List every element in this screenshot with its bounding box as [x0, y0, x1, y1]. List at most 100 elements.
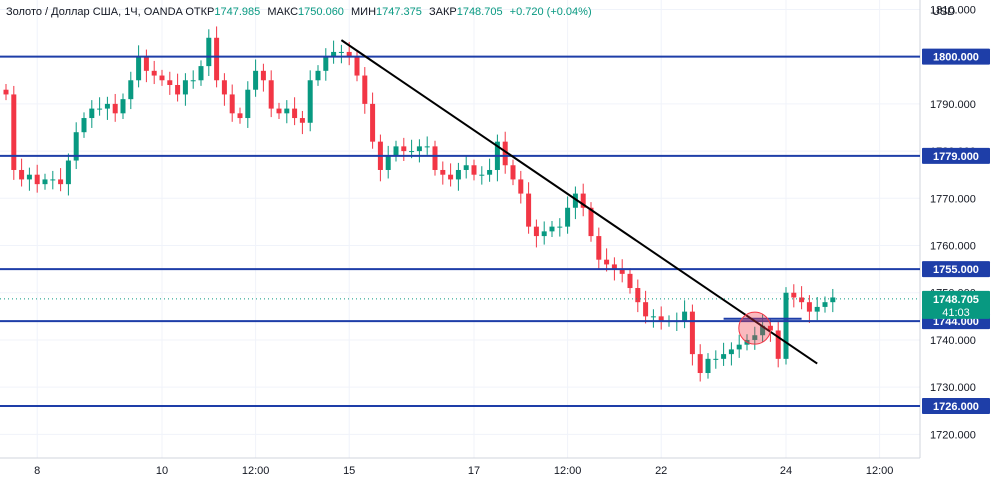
candle-body: [19, 169, 25, 180]
current-price-tag: [922, 290, 990, 319]
candle-body: [299, 118, 305, 123]
candle: [502, 131, 508, 174]
y-tick-label: 1790.000: [930, 99, 976, 111]
candle-body: [151, 70, 157, 76]
candle: [791, 284, 797, 308]
candle: [822, 296, 828, 313]
candle-body: [806, 302, 812, 312]
candle-body: [572, 193, 578, 208]
candle: [385, 145, 391, 179]
candle: [580, 183, 586, 217]
candle: [159, 69, 165, 86]
candle-body: [89, 108, 95, 119]
candle: [370, 92, 376, 149]
symbol-name[interactable]: Золото / Доллар США, 1Ч, OANDA: [6, 6, 183, 18]
candle-body: [682, 311, 688, 322]
candle: [190, 70, 196, 89]
y-tick-label: 1740.000: [930, 335, 976, 347]
candle-body: [799, 297, 805, 303]
candle-body: [775, 330, 781, 359]
candle: [198, 60, 204, 86]
candle-body: [362, 75, 368, 104]
candle-body: [455, 169, 461, 180]
candle-body: [752, 335, 758, 340]
candle-body: [276, 108, 282, 114]
level-price-tag: [922, 48, 990, 65]
candle-body: [81, 118, 87, 133]
candle-body: [533, 226, 539, 237]
x-tick-label: 22: [655, 465, 667, 477]
candle: [783, 287, 789, 365]
close-value: 1748.705: [456, 6, 503, 18]
candle: [26, 167, 32, 191]
candle-body: [97, 108, 103, 110]
x-tick-label: 15: [343, 465, 355, 477]
x-tick-label: 12:00: [242, 465, 270, 477]
x-tick-label: 17: [468, 465, 480, 477]
candle-body: [65, 160, 71, 185]
candle-body: [385, 155, 391, 170]
candle-body: [73, 132, 79, 161]
candle-body: [50, 179, 56, 181]
candle: [799, 286, 805, 310]
candle: [268, 70, 274, 118]
candle: [120, 93, 126, 119]
candle-body: [354, 56, 360, 76]
candle: [175, 73, 181, 102]
candle-body: [370, 103, 376, 142]
candle-body: [814, 306, 820, 312]
candle-body: [42, 179, 48, 185]
candle: [424, 136, 430, 155]
candle: [245, 81, 251, 128]
candle-body: [3, 89, 9, 95]
candle-body: [416, 146, 422, 152]
chart-legend: Золото / Доллар США, 1Ч, OANDA ОТКР1747.…: [6, 6, 592, 18]
candle-body: [518, 179, 524, 194]
candle-body: [315, 70, 321, 81]
candle: [463, 155, 469, 179]
level-price-label: 1779.000: [933, 151, 979, 163]
y-tick-label: 1810.000: [930, 4, 976, 16]
candle-body: [510, 165, 516, 180]
candle-body: [760, 325, 766, 336]
highlight-marker: [738, 311, 772, 345]
candle-body: [791, 292, 797, 298]
candle-body: [245, 89, 251, 119]
candle: [682, 300, 688, 329]
candle-body: [331, 51, 337, 57]
x-tick-label: 8: [34, 465, 40, 477]
candle-body: [713, 358, 719, 360]
candle-body: [11, 94, 17, 170]
candle: [331, 40, 337, 64]
y-tick-label: 1730.000: [930, 382, 976, 394]
candle: [73, 122, 79, 170]
candle-body: [565, 207, 571, 227]
countdown-label: 41:03: [942, 307, 970, 319]
candle: [276, 102, 282, 119]
candle: [112, 93, 118, 122]
candle-body: [424, 146, 430, 148]
candle-body: [136, 56, 142, 81]
candle: [354, 50, 360, 82]
currency-label[interactable]: USD: [932, 6, 956, 18]
candle-body: [401, 146, 407, 152]
candle-body: [502, 141, 508, 166]
candle-body: [206, 37, 212, 67]
candle-body: [635, 288, 641, 303]
candle: [736, 334, 742, 358]
candle: [448, 163, 454, 187]
candle: [557, 218, 563, 237]
candle-body: [736, 344, 742, 350]
candle-body: [526, 193, 532, 227]
candle: [705, 353, 711, 379]
candle: [619, 259, 625, 283]
x-tick-label: 12:00: [554, 465, 582, 477]
low-label: МИН: [351, 6, 377, 18]
candle: [487, 158, 493, 182]
candle: [143, 49, 149, 83]
candle: [650, 309, 656, 328]
candle-body: [822, 302, 828, 307]
current-price-label: 1748.705: [933, 294, 979, 306]
candle: [549, 220, 555, 238]
